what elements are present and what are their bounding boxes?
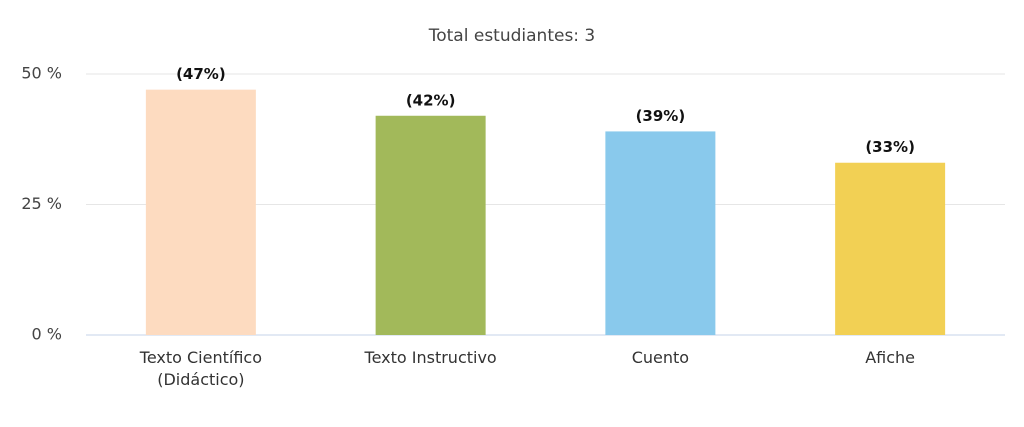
bar	[605, 131, 716, 335]
bar	[835, 162, 946, 335]
x-tick-label: Afiche	[865, 348, 916, 367]
x-tick-label: Cuento	[631, 348, 690, 367]
y-tick-label: 50 %	[21, 64, 62, 83]
y-tick-label: 25 %	[21, 194, 62, 213]
bar	[145, 89, 256, 335]
value-label: (42%)	[406, 91, 456, 109]
bar	[375, 115, 486, 335]
value-label: (39%)	[636, 107, 686, 125]
x-tick-label: Texto Instructivo	[364, 348, 497, 367]
chart-title: Total estudiantes: 3	[428, 26, 596, 46]
value-label: (47%)	[176, 65, 226, 83]
value-label: (33%)	[865, 138, 915, 156]
y-tick-label: 0 %	[32, 325, 62, 344]
x-tick-label: Texto Científico (Didáctico)	[139, 348, 262, 389]
